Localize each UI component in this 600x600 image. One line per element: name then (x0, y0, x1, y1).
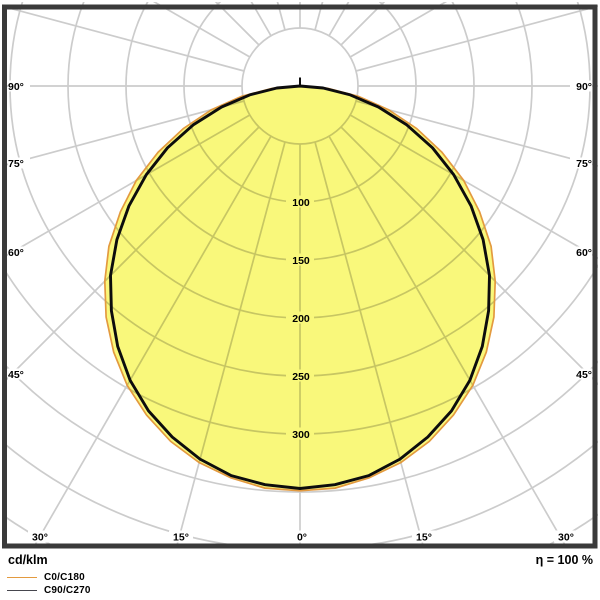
angle-label-left: 75° (8, 158, 24, 170)
angle-label-bg (554, 530, 578, 543)
grid-spoke (355, 5, 598, 72)
angle-label-bg (169, 530, 193, 543)
c90-c270-curve (109, 84, 491, 490)
angle-label-bg (412, 530, 436, 543)
angle-label-left: 60° (8, 247, 24, 259)
c0-c180-curve (103, 85, 497, 492)
intensity-fill (104, 86, 496, 491)
ring-value-label: 150 (292, 255, 310, 267)
c90-c270-line-swatch (7, 590, 37, 591)
angle-label-bottom: 30° (558, 532, 574, 544)
ring-label-bg (286, 311, 314, 324)
angle-label-bottom: 0° (297, 532, 307, 544)
c0-c180-line-swatch (7, 577, 37, 578)
angle-label-bg (570, 368, 592, 380)
legend-item-c90-c270: C90/C270 (7, 584, 91, 597)
angle-label-bg (8, 368, 30, 380)
angle-label-bg (290, 530, 314, 543)
grid-spoke (2, 100, 245, 167)
legend-label-c0-c180: C0/C180 (44, 572, 85, 583)
polar-photometric-chart: 100 150 200 250 300 90° 90° 75° 75° 60° 60° 45° 45° 3… (2, 2, 598, 549)
angle-label-bg (8, 246, 30, 258)
ring-value-label: 250 (292, 371, 310, 383)
legend-label-c90-c270: C90/C270 (44, 585, 91, 596)
angle-label-left: 45° (8, 369, 24, 381)
ring-value-label: 200 (292, 313, 310, 325)
angle-label-right: 75° (576, 158, 592, 170)
curve-legend: C0/C180 C90/C270 (7, 571, 91, 597)
angle-label-bottom: 15° (416, 532, 432, 544)
angle-label-bg (570, 246, 592, 258)
angle-label-right: 45° (576, 369, 592, 381)
efficiency-label: η = 100 % (535, 553, 593, 567)
ring-label-bg (286, 369, 314, 382)
angle-label-right: 60° (576, 247, 592, 259)
angle-label-bg (570, 80, 592, 92)
angle-label-bg (28, 530, 52, 543)
unit-label: cd/klm (8, 553, 48, 567)
angle-label-bg (8, 80, 30, 92)
chart-frame (2, 4, 598, 549)
grid-spoke (355, 100, 598, 167)
angle-label-right: 90° (576, 81, 592, 93)
grid-spoke (2, 5, 245, 72)
angle-label-bottom: 30° (32, 532, 48, 544)
ring-value-label: 300 (292, 429, 310, 441)
legend-item-c0-c180: C0/C180 (7, 571, 91, 584)
angle-label-left: 90° (8, 81, 24, 93)
ring-value-label: 100 (292, 197, 310, 209)
ring-label-bg (286, 427, 314, 440)
angle-label-bg (570, 157, 592, 169)
ring-label-bg (286, 253, 314, 266)
ring-label-bg (286, 195, 314, 208)
angle-label-bottom: 15° (173, 532, 189, 544)
angle-label-bg (8, 157, 30, 169)
